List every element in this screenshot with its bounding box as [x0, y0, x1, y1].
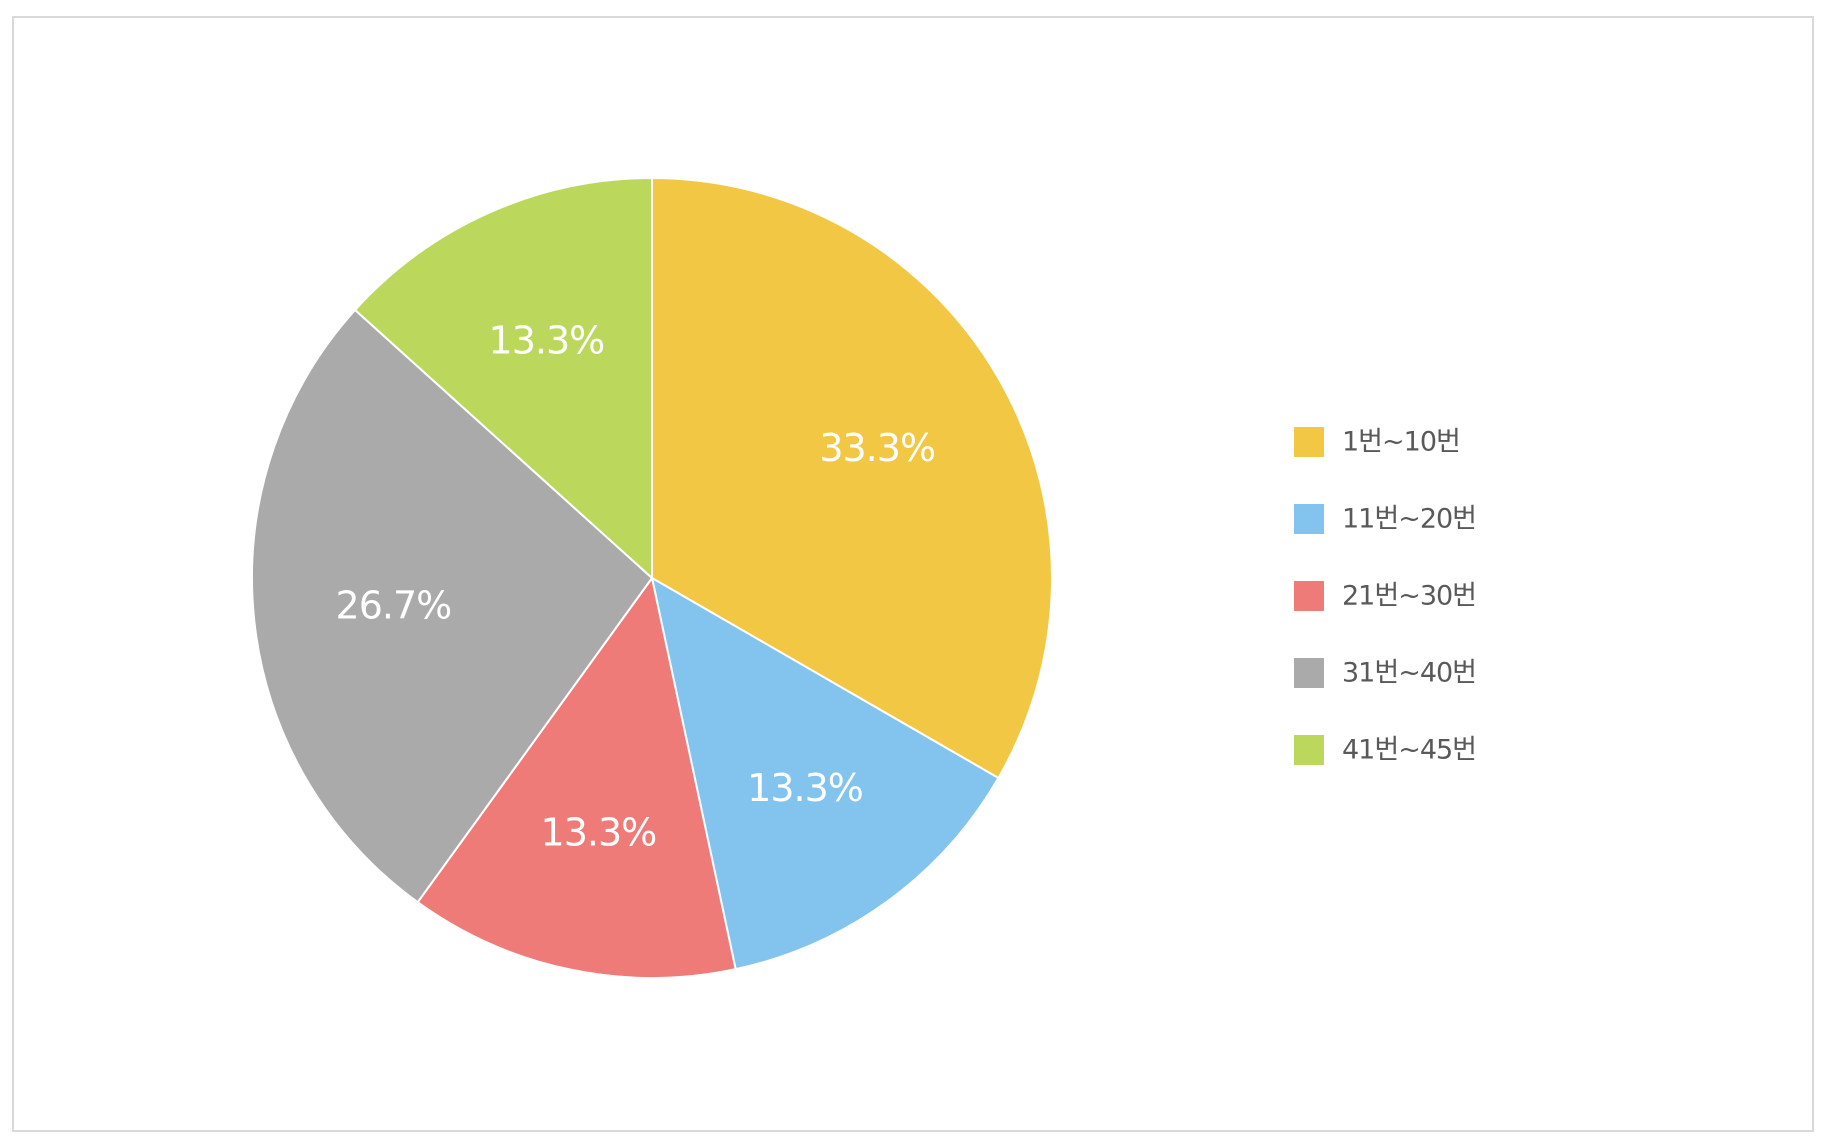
data-label-2: 13.3%	[747, 766, 863, 810]
legend-label-2: 11번~20번	[1342, 504, 1476, 535]
legend-label-5: 41번~45번	[1342, 735, 1476, 766]
legend-item-4: 31번~40번	[1294, 658, 1477, 689]
legend-swatch-4	[1294, 658, 1324, 688]
data-label-4: 26.7%	[336, 583, 452, 627]
pie-slice-4	[250, 308, 654, 904]
data-label-5: 13.3%	[489, 318, 605, 362]
legend: 1번~10번 11번~20번 21번~30번 31번~40번 41번~45번	[1294, 427, 1477, 766]
legend-label-3: 21번~30번	[1342, 581, 1476, 612]
pie-data-labels: 33.3% 13.3% 13.3% 26.7% 13.3%	[336, 318, 937, 854]
legend-label-4: 31번~40번	[1342, 658, 1476, 689]
legend-item-3: 21번~30번	[1294, 581, 1477, 612]
pie-slice-2	[650, 576, 1000, 971]
pie-slice-3	[416, 575, 737, 979]
legend-label-1: 1번~10번	[1342, 427, 1460, 458]
legend-item-5: 41번~45번	[1294, 735, 1477, 766]
legend-swatch-3	[1294, 581, 1324, 611]
legend-item-1: 1번~10번	[1294, 427, 1461, 458]
data-label-3: 13.3%	[541, 810, 657, 854]
pie-slice-5	[353, 176, 653, 581]
legend-swatch-2	[1294, 504, 1324, 534]
legend-swatch-1	[1294, 427, 1324, 457]
pie-slices	[250, 176, 1053, 979]
pie-slice-1	[651, 176, 1053, 780]
data-label-1: 33.3%	[819, 426, 935, 470]
legend-swatch-5	[1294, 735, 1324, 765]
legend-item-2: 11번~20번	[1294, 504, 1477, 535]
